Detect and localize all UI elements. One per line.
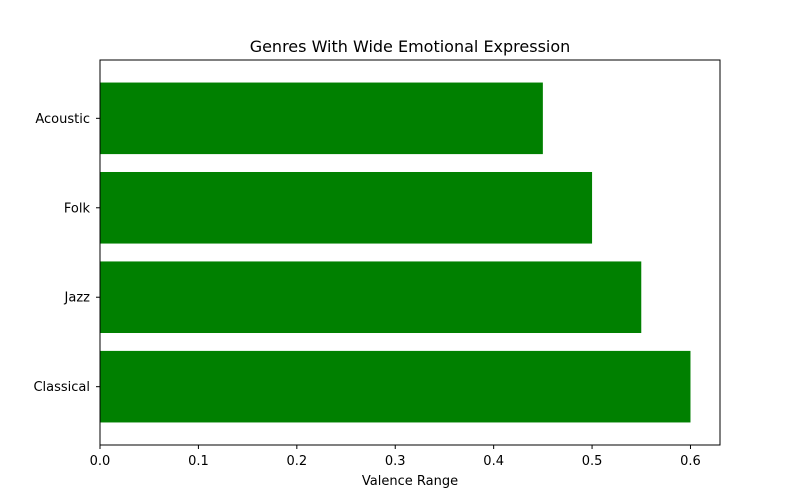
y-axis-ticks: Acoustic Folk Jazz Classical — [33, 112, 100, 395]
x-tick-label: 0.2 — [286, 454, 307, 469]
y-tick-label: Jazz — [64, 291, 91, 306]
x-tick-label: 0.6 — [680, 454, 701, 469]
chart-title: Genres With Wide Emotional Expression — [250, 37, 571, 56]
plot-frame — [99, 59, 721, 446]
x-tick-label: 0.5 — [582, 454, 603, 469]
y-tick-label: Folk — [64, 201, 91, 216]
x-tick-label: 0.4 — [483, 454, 504, 469]
y-tick-label: Classical — [33, 380, 90, 395]
x-tick-label: 0.0 — [90, 454, 111, 469]
x-tick-label: 0.1 — [188, 454, 209, 469]
y-tick-label: Acoustic — [35, 112, 90, 127]
x-tick-label: 0.3 — [385, 454, 406, 469]
bar-classical — [100, 350, 691, 423]
x-axis-label: Valence Range — [362, 474, 458, 489]
bar-folk — [100, 171, 593, 244]
bars-layer — [100, 82, 691, 423]
x-axis-ticks: 0.0 0.1 0.2 0.3 0.4 0.5 0.6 — [90, 445, 701, 469]
bar-acoustic — [100, 82, 543, 155]
bar-jazz — [100, 261, 642, 334]
